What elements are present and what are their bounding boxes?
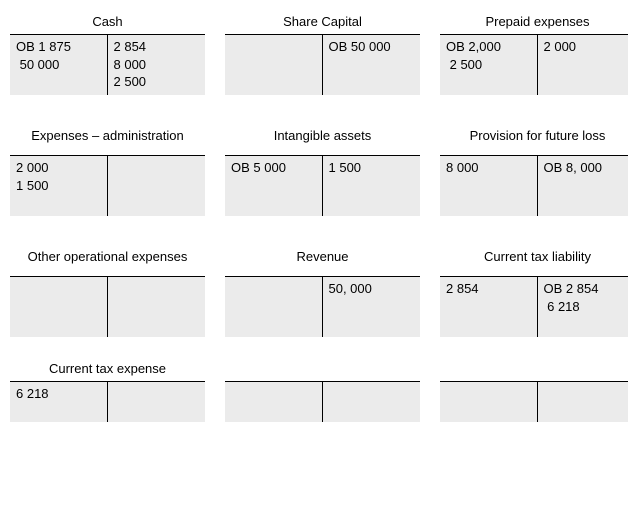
credit-entry: 2 854	[114, 38, 200, 56]
t-account-body: OB 1 875 50 000 2 854 8 000 2 500	[10, 34, 205, 95]
t-account-title: Revenue	[225, 236, 420, 276]
credit-entry: 1 500	[329, 159, 415, 177]
credit-column: OB 2 854 6 218	[538, 277, 628, 337]
t-account-body: 2 000 1 500	[10, 155, 205, 216]
t-account-title	[225, 357, 420, 381]
t-account-title	[440, 357, 628, 381]
credit-column: 50, 000	[323, 277, 421, 337]
debit-entry: 2 000	[16, 159, 101, 177]
t-account-provision-future-loss: Provision for future loss 8 000 OB 8, 00…	[440, 115, 628, 216]
credit-column	[108, 277, 206, 337]
debit-entry: OB 2,000	[446, 38, 531, 56]
debit-column: 2 000 1 500	[10, 156, 108, 216]
credit-column	[108, 382, 206, 422]
credit-entry: OB 8, 000	[544, 159, 628, 177]
t-account-title: Current tax expense	[10, 357, 205, 381]
debit-column: OB 2,000 2 500	[440, 35, 538, 95]
t-account-cash: Cash OB 1 875 50 000 2 854 8 000 2 500	[10, 10, 205, 95]
t-account-revenue: Revenue 50, 000	[225, 236, 420, 337]
debit-entry: 8 000	[446, 159, 531, 177]
t-account-title: Share Capital	[225, 10, 420, 34]
credit-column	[538, 382, 628, 422]
debit-column	[225, 277, 323, 337]
t-account-body: OB 50 000	[225, 34, 420, 95]
debit-column	[225, 35, 323, 95]
t-account-body	[440, 381, 628, 422]
t-account-grid: Cash OB 1 875 50 000 2 854 8 000 2 500 S…	[10, 10, 618, 422]
debit-entry: 2 854	[446, 280, 531, 298]
t-account-body: OB 2,000 2 500 2 000	[440, 34, 628, 95]
t-account-title: Other operational expenses	[10, 236, 205, 276]
debit-column: 2 854	[440, 277, 538, 337]
credit-column	[108, 156, 206, 216]
credit-entry: 50, 000	[329, 280, 415, 298]
credit-entry: 2 500	[114, 73, 200, 91]
t-account-current-tax-liability: Current tax liability 2 854 OB 2 854 6 2…	[440, 236, 628, 337]
debit-entry: 6 218	[16, 385, 101, 403]
credit-entry: 2 000	[544, 38, 628, 56]
debit-entry: 1 500	[16, 177, 101, 195]
t-account-blank	[225, 357, 420, 422]
t-account-title: Cash	[10, 10, 205, 34]
t-account-title: Intangible assets	[225, 115, 420, 155]
debit-entry: OB 1 875	[16, 38, 101, 56]
credit-entry: 6 218	[544, 298, 628, 316]
t-account-body: 8 000 OB 8, 000	[440, 155, 628, 216]
t-account-body	[10, 276, 205, 337]
t-account-body	[225, 381, 420, 422]
debit-column: OB 1 875 50 000	[10, 35, 108, 95]
t-account-current-tax-expense: Current tax expense 6 218	[10, 357, 205, 422]
t-account-title: Expenses – administration	[10, 115, 205, 155]
t-account-body: 50, 000	[225, 276, 420, 337]
t-account-title: Current tax liability	[440, 236, 628, 276]
t-account-prepaid-expenses: Prepaid expenses OB 2,000 2 500 2 000	[440, 10, 628, 95]
t-account-expenses-admin: Expenses – administration 2 000 1 500	[10, 115, 205, 216]
credit-column: 2 854 8 000 2 500	[108, 35, 206, 95]
t-account-share-capital: Share Capital OB 50 000	[225, 10, 420, 95]
credit-column	[323, 382, 421, 422]
debit-entry: 2 500	[446, 56, 531, 74]
credit-column: OB 50 000	[323, 35, 421, 95]
debit-column	[225, 382, 323, 422]
debit-column	[440, 382, 538, 422]
debit-entry: OB 5 000	[231, 159, 316, 177]
t-account-body: 2 854 OB 2 854 6 218	[440, 276, 628, 337]
t-account-body: OB 5 000 1 500	[225, 155, 420, 216]
debit-column: OB 5 000	[225, 156, 323, 216]
t-account-title: Provision for future loss	[440, 115, 628, 155]
debit-column: 8 000	[440, 156, 538, 216]
debit-entry: 50 000	[16, 56, 101, 74]
t-account-title: Prepaid expenses	[440, 10, 628, 34]
debit-column	[10, 277, 108, 337]
t-account-intangible-assets: Intangible assets OB 5 000 1 500	[225, 115, 420, 216]
credit-column: 2 000	[538, 35, 628, 95]
t-account-body: 6 218	[10, 381, 205, 422]
debit-column: 6 218	[10, 382, 108, 422]
t-account-other-operational-expenses: Other operational expenses	[10, 236, 205, 337]
credit-entry: OB 50 000	[329, 38, 415, 56]
credit-column: 1 500	[323, 156, 421, 216]
t-account-blank	[440, 357, 628, 422]
credit-entry: 8 000	[114, 56, 200, 74]
credit-entry: OB 2 854	[544, 280, 628, 298]
credit-column: OB 8, 000	[538, 156, 628, 216]
